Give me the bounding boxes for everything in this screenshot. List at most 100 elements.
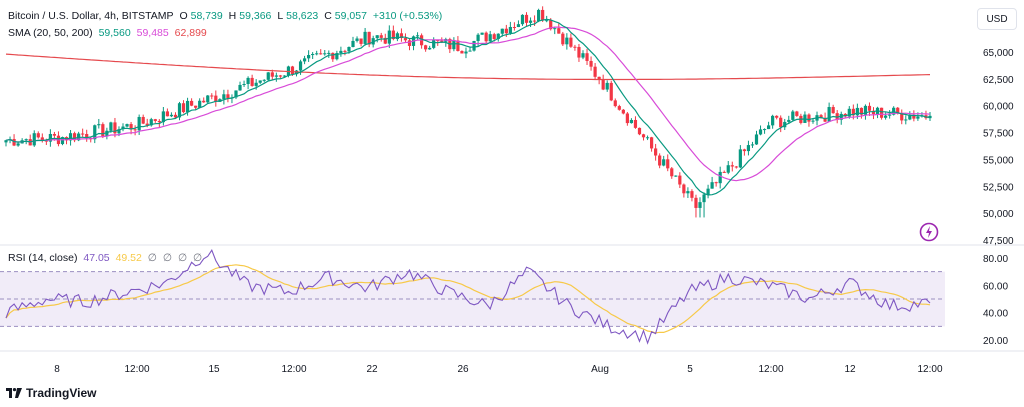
rsi-legend[interactable]: RSI (14, close) 47.05 49.52 ∅ ∅ ∅ ∅ (8, 252, 205, 264)
candle-body (81, 133, 85, 135)
low-value: 58,623 (286, 10, 319, 22)
candle-body (12, 139, 16, 146)
rsi-value: 47.05 (83, 252, 110, 264)
candle-body (496, 33, 500, 39)
open-label: O (179, 10, 188, 22)
open-value: 58,739 (190, 10, 223, 22)
candle-body (855, 107, 859, 116)
candle-body (311, 53, 315, 56)
candle-body (181, 103, 186, 113)
candle-body (831, 107, 835, 114)
sma-label: SMA (20, 50, 200) (8, 27, 93, 39)
candle-body (238, 84, 242, 91)
candle-body (173, 114, 178, 118)
candle-body (97, 124, 101, 126)
candle-body (298, 61, 303, 71)
candle-body (722, 171, 726, 173)
symbol-title[interactable]: Bitcoin / U.S. Dollar, 4h, BITSTAMP (8, 10, 174, 22)
candle-body (161, 111, 165, 123)
candle-body (464, 51, 468, 54)
close-value: 59,057 (334, 10, 367, 22)
candle-body (787, 119, 791, 122)
candle-body (658, 155, 662, 166)
candle-body (117, 129, 121, 134)
time-axis-label: 26 (457, 364, 469, 375)
candle-body (694, 197, 698, 208)
candle-body (24, 139, 28, 141)
candle-body (254, 82, 258, 86)
candle-body (331, 52, 335, 60)
candle-body (617, 106, 621, 110)
candle-body (185, 100, 190, 113)
candle-body (149, 119, 153, 126)
price-axis-label: 62,500 (983, 75, 1014, 86)
candle-body (710, 182, 714, 189)
candle-body (101, 124, 105, 137)
candle-body (908, 114, 912, 120)
candle-body (714, 182, 718, 184)
sma-legend[interactable]: SMA (20, 50, 200) 59,560 59,485 62,899 (8, 27, 210, 39)
candle-body (266, 72, 270, 80)
candle-body (395, 33, 399, 40)
time-axis-label: 15 (208, 364, 220, 375)
rsi-line (5, 249, 931, 345)
rsi-label: RSI (14, close) (8, 252, 78, 264)
candle-body (730, 165, 734, 167)
price-axis-label: 65,000 (983, 48, 1014, 59)
candle-body (746, 145, 751, 152)
candle-body (625, 113, 629, 124)
candle-body (315, 53, 319, 55)
candle-body (916, 116, 920, 119)
candle-body (863, 105, 868, 115)
candle-body (460, 51, 464, 54)
candle-body (234, 90, 238, 98)
candle-body (363, 31, 367, 44)
candle-body (214, 95, 218, 102)
candle-body (85, 133, 89, 139)
candle-body (718, 171, 722, 184)
candle-body (440, 40, 444, 42)
price-header: Bitcoin / U.S. Dollar, 4h, BITSTAMP O 58,… (8, 10, 445, 22)
candle-body (633, 119, 638, 128)
candle-body (754, 134, 759, 145)
price-axis-label: 57,500 (983, 129, 1014, 140)
rsi-extra-2: ∅ (162, 252, 173, 264)
candle-body (678, 175, 682, 185)
candle-body (319, 53, 323, 55)
candle-body (383, 37, 387, 44)
price-axis-label: 55,000 (983, 155, 1014, 166)
candle-body (105, 130, 109, 137)
candle-body (585, 53, 589, 61)
candle-body (343, 50, 347, 52)
candle-body (605, 82, 609, 90)
candle-body (674, 175, 678, 177)
bolt-icon[interactable] (919, 222, 939, 242)
candle-body (775, 115, 779, 118)
candle-body (177, 103, 182, 118)
sma50-line (5, 26, 931, 182)
currency-button[interactable]: USD (977, 8, 1017, 30)
candle-body (290, 66, 295, 75)
candle-body (452, 40, 456, 50)
candle-body (226, 94, 230, 99)
candle-body (145, 123, 149, 126)
tradingview-logo[interactable]: TradingView (6, 386, 96, 400)
candle-body (327, 52, 331, 54)
rsi-extra-1: ∅ (147, 252, 157, 264)
change-value: +310 (+0.53%) (372, 10, 443, 22)
candle-body (690, 191, 694, 198)
candle-body (569, 37, 573, 47)
candle-body (666, 159, 670, 169)
candle-body (512, 26, 517, 28)
candle-body (621, 109, 625, 114)
candle-body (811, 120, 815, 122)
candle-body (516, 24, 521, 28)
candle-body (738, 149, 742, 168)
candle-body (896, 107, 900, 113)
rsi-extra-3: ∅ (177, 252, 188, 264)
high-value: 59,366 (239, 10, 272, 22)
tradingview-icon (6, 388, 22, 398)
candle-body (553, 28, 557, 30)
candle-body (424, 45, 428, 50)
